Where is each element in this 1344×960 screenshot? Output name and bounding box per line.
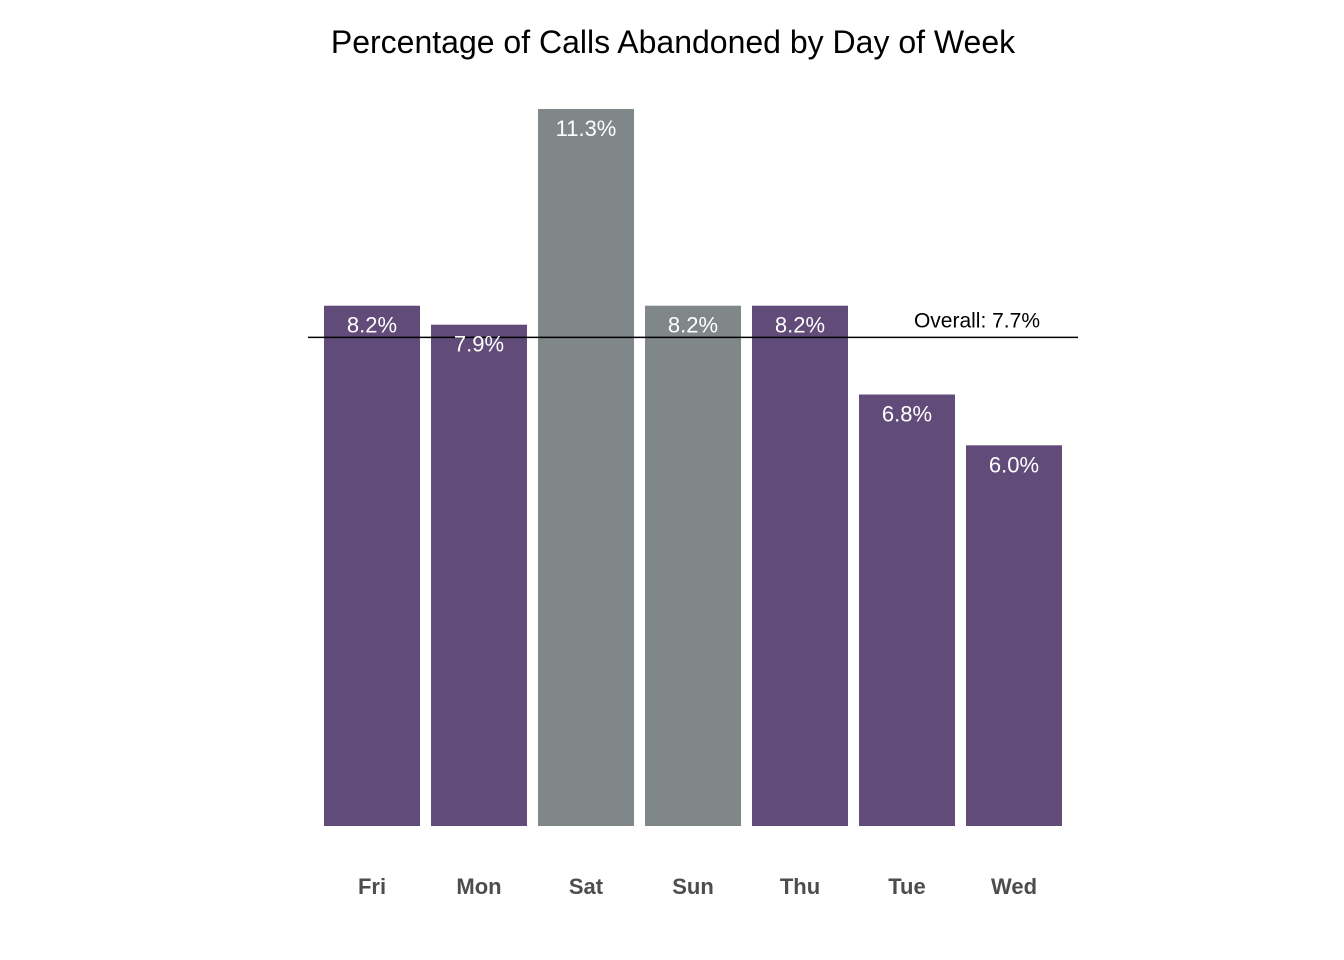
value-label-tue: 6.8%: [882, 402, 932, 427]
category-label-sat: Sat: [569, 874, 604, 899]
category-label-sun: Sun: [672, 874, 714, 899]
reference-line-layer: Overall: 7.7%: [308, 309, 1078, 339]
bar-fri: [324, 305, 420, 826]
category-label-mon: Mon: [456, 874, 501, 899]
bars-layer: [324, 109, 1062, 826]
value-label-sat: 11.3%: [556, 116, 617, 141]
value-label-mon: 7.9%: [454, 332, 504, 357]
value-labels-layer: 8.2% 7.9% 11.3% 8.2% 8.2% 6.8% 6.0%: [347, 116, 1039, 477]
chart-title: Percentage of Calls Abandoned by Day of …: [331, 24, 1016, 60]
value-label-fri: 8.2%: [347, 313, 397, 338]
category-label-fri: Fri: [358, 874, 386, 899]
bar-sun: [645, 305, 741, 826]
category-labels-layer: Fri Mon Sat Sun Thu Tue Wed: [358, 874, 1037, 899]
bar-tue: [859, 394, 955, 826]
overall-reference-label: Overall: 7.7%: [914, 309, 1040, 332]
category-label-thu: Thu: [780, 874, 820, 899]
value-label-sun: 8.2%: [668, 313, 718, 338]
bar-thu: [752, 305, 848, 826]
bar-sat: [538, 109, 634, 826]
bar-wed: [966, 445, 1062, 826]
category-label-wed: Wed: [991, 874, 1037, 899]
bar-mon: [431, 324, 527, 826]
value-label-thu: 8.2%: [775, 313, 825, 338]
value-label-wed: 6.0%: [989, 452, 1039, 477]
category-label-tue: Tue: [888, 874, 925, 899]
